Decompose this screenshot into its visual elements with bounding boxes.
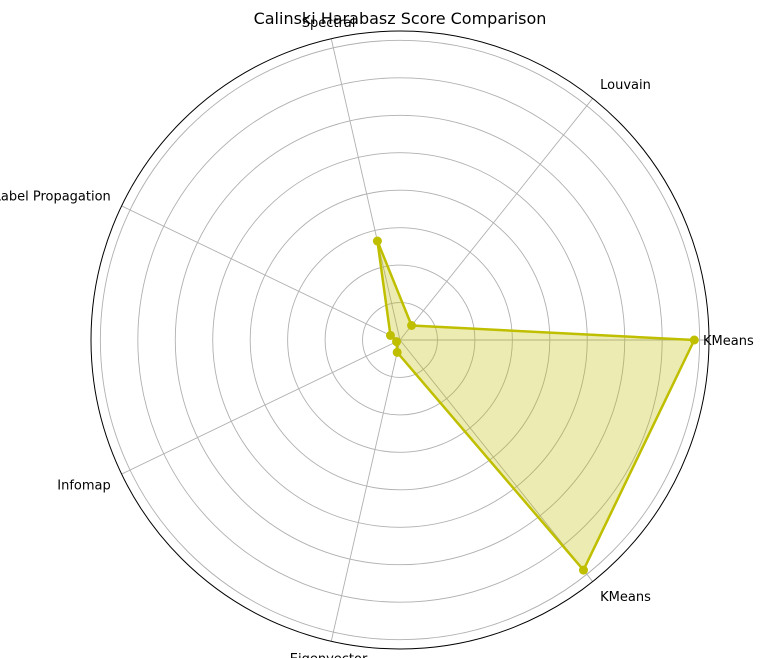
category-label-kmeans: KMeans xyxy=(600,590,651,605)
spoke-line xyxy=(330,38,401,341)
data-point-kmeans xyxy=(689,335,699,345)
spoke-line xyxy=(399,339,594,582)
data-point-infomap xyxy=(392,337,402,347)
data-point-kmeans xyxy=(578,565,588,575)
category-label-eigenvector: Eigenvector xyxy=(290,652,368,658)
data-point-eigenvector xyxy=(392,347,402,357)
data-point-louvain xyxy=(407,321,417,330)
data-point-label-propagation xyxy=(385,330,395,340)
series-area xyxy=(377,241,695,571)
category-label-spectral: Spectral xyxy=(302,16,356,31)
chart-title: Calinski Harabasz Score Comparison xyxy=(254,9,547,28)
category-label-label-propagation: Label Propagation xyxy=(0,190,111,205)
category-labels: KMeans Louvain Spectral Label Propagation In… xyxy=(0,16,754,658)
spoke-line xyxy=(330,339,401,642)
category-label-louvain: Louvain xyxy=(600,78,651,93)
spoke-line xyxy=(399,98,594,341)
series-layer xyxy=(372,236,699,575)
category-label-kmeans: KMeans xyxy=(703,334,754,349)
polar-grid xyxy=(99,38,709,642)
category-label-infomap: Infomap xyxy=(57,478,111,493)
spoke-line xyxy=(121,339,401,475)
data-point-spectral xyxy=(372,236,382,246)
polar-frame xyxy=(90,30,710,650)
spoke-line xyxy=(121,205,401,341)
